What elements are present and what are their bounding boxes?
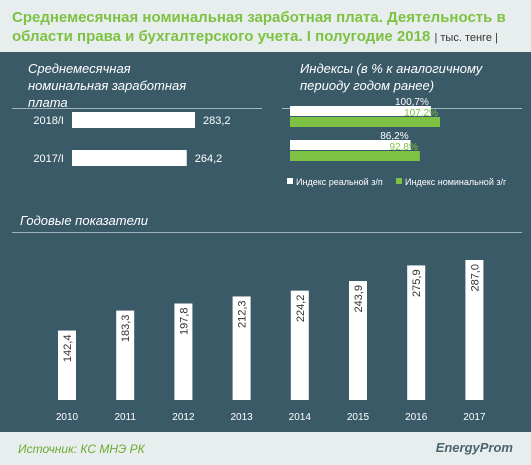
annual-year-label: 2011 (114, 412, 136, 423)
salary-category-label: 2017/I (33, 153, 64, 165)
salary-bar (72, 150, 187, 166)
annual-divider (12, 232, 522, 233)
nominal-index-label: 107,2% (404, 108, 438, 119)
annual-bar (174, 303, 193, 400)
annual-year-label: 2016 (405, 412, 428, 423)
chart-panel: Среднемесячная номинальная заработная пл… (0, 52, 531, 432)
annual-value-label: 183,3 (120, 315, 132, 343)
title-text: Среднемесячная номинальная заработная пл… (12, 9, 506, 45)
salary-value-label: 283,2 (203, 115, 231, 127)
nominal-index-bar (290, 151, 420, 161)
page-title: Среднемесячная номинальная заработная пл… (12, 8, 519, 48)
real-index-label: 100,7% (395, 97, 429, 108)
nominal-index-bar (290, 117, 440, 127)
title-area: Среднемесячная номинальная заработная пл… (0, 0, 531, 52)
annual-bar (407, 265, 426, 400)
unit-label: | тыс. тенге | (434, 32, 498, 44)
annual-year-label: 2017 (463, 412, 486, 423)
index-panel-title: Индексы (в % к аналогичному периоду годо… (300, 61, 483, 93)
annual-year-label: 2015 (347, 412, 370, 423)
annual-value-label: 287,0 (469, 264, 481, 292)
salary-bar (72, 112, 195, 128)
annual-year-label: 2014 (289, 412, 312, 423)
annual-value-label: 243,9 (353, 285, 365, 313)
annual-year-label: 2012 (172, 412, 195, 423)
legend-real-label: Индекс реальной з/п (296, 177, 383, 187)
legend-nominal-label: Индекс номинальной з/г (405, 177, 507, 187)
legend-real-swatch (287, 178, 293, 184)
annual-bar (116, 310, 135, 400)
annual-bar (465, 260, 484, 400)
annual-year-label: 2013 (230, 412, 253, 423)
real-index-bar (290, 140, 411, 150)
annual-value-label: 142,4 (62, 335, 74, 363)
salary-divider (12, 108, 262, 109)
annual-year-label: 2010 (56, 412, 79, 423)
annual-bar (58, 330, 76, 400)
annual-panel-title: Годовые показатели (20, 213, 148, 228)
annual-value-label: 275,9 (411, 269, 423, 297)
salary-category-label: 2018/I (33, 115, 64, 127)
annual-bar (349, 281, 367, 400)
annual-value-label: 197,8 (178, 308, 190, 336)
annual-bar (232, 296, 251, 400)
annual-value-label: 212,3 (237, 300, 249, 328)
legend-nominal-swatch (396, 178, 402, 184)
real-index-label: 86,2% (380, 131, 408, 142)
energyprom-logo: EnergyProm (435, 440, 513, 455)
footer: Источник: КС МНЭ РК EnergyProm (0, 432, 531, 465)
salary-value-label: 264,2 (195, 153, 223, 165)
chart-svg: 2018/I 283,2 2017/I 264,2 100,7%107,2% 86,2%9… (33, 97, 507, 423)
salary-panel-title: Среднемесячная номинальная заработная пл… (28, 61, 187, 110)
annual-value-label: 224,2 (295, 295, 307, 323)
nominal-index-label: 92,8% (389, 142, 417, 153)
source-text: Источник: КС МНЭ РК (18, 442, 145, 456)
annual-bar (290, 290, 309, 400)
real-index-bar (290, 106, 431, 116)
